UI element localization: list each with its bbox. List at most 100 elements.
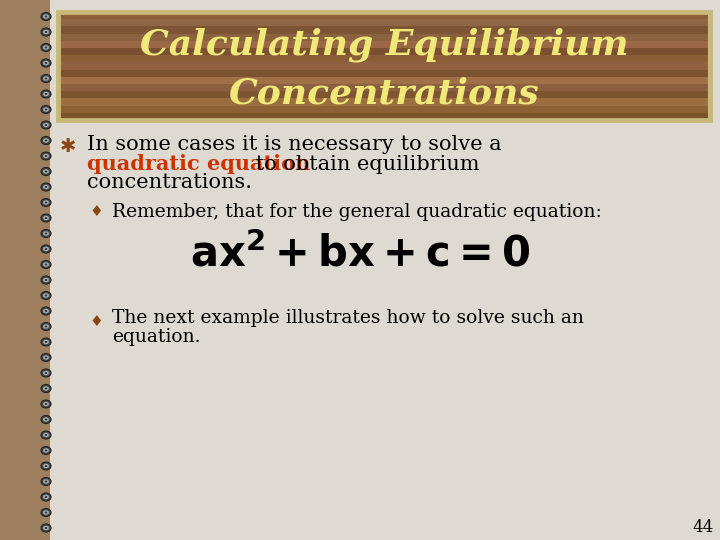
Bar <box>60 98 708 106</box>
Ellipse shape <box>45 294 48 296</box>
Bar <box>60 48 708 55</box>
Ellipse shape <box>45 449 48 451</box>
Ellipse shape <box>41 121 51 129</box>
Bar <box>60 84 708 91</box>
Ellipse shape <box>41 59 51 67</box>
Ellipse shape <box>41 230 51 238</box>
Ellipse shape <box>43 526 49 530</box>
Ellipse shape <box>43 247 49 251</box>
Ellipse shape <box>43 216 49 220</box>
Ellipse shape <box>45 93 48 95</box>
Ellipse shape <box>45 46 48 49</box>
Ellipse shape <box>45 496 48 498</box>
Ellipse shape <box>41 292 51 300</box>
Text: quadratic equation: quadratic equation <box>87 154 310 174</box>
Ellipse shape <box>43 278 49 282</box>
Ellipse shape <box>41 524 51 532</box>
Bar <box>0 0 50 540</box>
Ellipse shape <box>45 171 48 172</box>
Ellipse shape <box>45 124 48 126</box>
Ellipse shape <box>45 511 48 514</box>
Ellipse shape <box>43 231 49 236</box>
Text: In some cases it is necessary to solve a: In some cases it is necessary to solve a <box>87 134 502 153</box>
Ellipse shape <box>43 262 49 267</box>
Ellipse shape <box>41 75 51 83</box>
Ellipse shape <box>45 279 48 281</box>
Ellipse shape <box>43 293 49 298</box>
Ellipse shape <box>41 44 51 51</box>
Ellipse shape <box>45 233 48 234</box>
Bar <box>60 69 708 77</box>
Ellipse shape <box>43 169 49 174</box>
Ellipse shape <box>41 415 51 423</box>
Ellipse shape <box>43 448 49 453</box>
Ellipse shape <box>43 355 49 360</box>
Ellipse shape <box>43 154 49 158</box>
Ellipse shape <box>43 200 49 205</box>
Ellipse shape <box>45 155 48 157</box>
Text: 44: 44 <box>693 519 714 537</box>
Bar <box>60 55 708 63</box>
Ellipse shape <box>41 214 51 222</box>
Ellipse shape <box>45 527 48 529</box>
Text: The next example illustrates how to solve such an: The next example illustrates how to solv… <box>112 309 584 327</box>
Ellipse shape <box>43 386 49 391</box>
Ellipse shape <box>43 340 49 345</box>
Ellipse shape <box>41 276 51 284</box>
Bar <box>60 62 708 70</box>
Ellipse shape <box>45 481 48 483</box>
Text: ♦: ♦ <box>89 205 103 219</box>
Ellipse shape <box>43 464 49 468</box>
Ellipse shape <box>45 310 48 312</box>
Bar <box>60 26 708 33</box>
Text: equation.: equation. <box>112 328 200 346</box>
Ellipse shape <box>41 400 51 408</box>
Bar <box>60 11 708 19</box>
Ellipse shape <box>41 183 51 191</box>
Ellipse shape <box>41 167 51 176</box>
Ellipse shape <box>43 371 49 375</box>
Ellipse shape <box>45 109 48 111</box>
Ellipse shape <box>41 369 51 377</box>
Ellipse shape <box>45 356 48 359</box>
Ellipse shape <box>41 90 51 98</box>
Ellipse shape <box>45 434 48 436</box>
Ellipse shape <box>41 462 51 470</box>
Ellipse shape <box>41 105 51 113</box>
Ellipse shape <box>45 372 48 374</box>
Ellipse shape <box>41 199 51 206</box>
Ellipse shape <box>45 341 48 343</box>
Ellipse shape <box>43 324 49 329</box>
Bar <box>60 105 708 113</box>
Ellipse shape <box>43 480 49 484</box>
Ellipse shape <box>45 403 48 405</box>
Text: Calculating Equilibrium: Calculating Equilibrium <box>140 27 629 62</box>
Ellipse shape <box>45 248 48 250</box>
Ellipse shape <box>45 139 48 141</box>
Bar <box>60 19 708 26</box>
Ellipse shape <box>43 402 49 406</box>
Ellipse shape <box>43 45 49 50</box>
Text: Remember, that for the general quadratic equation:: Remember, that for the general quadratic… <box>112 203 602 221</box>
Text: ♦: ♦ <box>89 314 103 329</box>
Ellipse shape <box>41 338 51 346</box>
Ellipse shape <box>45 62 48 64</box>
Ellipse shape <box>41 28 51 36</box>
Text: concentrations.: concentrations. <box>87 173 252 192</box>
Bar <box>60 91 708 98</box>
Ellipse shape <box>45 326 48 327</box>
Ellipse shape <box>41 493 51 501</box>
Ellipse shape <box>43 60 49 65</box>
Text: $\mathbf{ax^{2}+bx+c=0}$: $\mathbf{ax^{2}+bx+c=0}$ <box>190 233 530 275</box>
Ellipse shape <box>45 186 48 188</box>
Ellipse shape <box>43 92 49 96</box>
Ellipse shape <box>41 447 51 455</box>
Text: ✱: ✱ <box>60 138 76 157</box>
Ellipse shape <box>41 307 51 315</box>
Ellipse shape <box>41 384 51 393</box>
Ellipse shape <box>45 16 48 17</box>
Ellipse shape <box>43 107 49 112</box>
Ellipse shape <box>43 510 49 515</box>
Ellipse shape <box>43 185 49 189</box>
Ellipse shape <box>43 417 49 422</box>
